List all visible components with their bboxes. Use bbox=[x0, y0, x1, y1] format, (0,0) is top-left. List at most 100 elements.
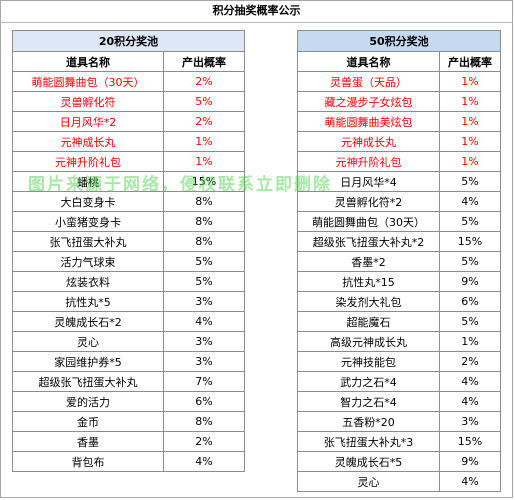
item-rate: 15% bbox=[439, 231, 501, 252]
pool-50-title-row: 50积分奖池 bbox=[297, 30, 501, 52]
item-name: 灵兽蛋（天品） bbox=[297, 71, 440, 92]
table-row: 超级张飞扭蛋大补丸 7% bbox=[12, 371, 245, 392]
item-rate: 3% bbox=[163, 351, 245, 372]
table-row: 萌能圆舞曲包（30天） 2% bbox=[12, 71, 245, 92]
item-rate: 1% bbox=[163, 131, 245, 152]
item-name: 灵魄成长石*5 bbox=[297, 451, 440, 472]
item-rate: 5% bbox=[163, 251, 245, 272]
column-header-item-name: 道具名称 bbox=[297, 51, 440, 72]
item-name: 元神技能包 bbox=[297, 351, 440, 372]
table-row: 灵心 4% bbox=[297, 471, 501, 492]
table-row: 活力气球束 5% bbox=[12, 251, 245, 272]
item-name: 灵兽孵化符*2 bbox=[297, 191, 440, 212]
item-rate: 6% bbox=[163, 391, 245, 412]
item-name: 张飞扭蛋大补丸*3 bbox=[297, 431, 440, 452]
item-rate: 9% bbox=[439, 451, 501, 472]
table-row: 高级元神成长丸 1% bbox=[297, 331, 501, 352]
item-name: 灵魄成长石*2 bbox=[12, 311, 164, 332]
item-name: 萌能圆舞曲美炫包 bbox=[297, 111, 440, 132]
item-name: 日月风华*4 bbox=[297, 171, 440, 192]
item-rate: 4% bbox=[163, 311, 245, 332]
pool-50-table: 50积分奖池 道具名称 产出概率 灵兽蛋（天品） 1% 藏之漫步子女炫包 1% 萌能圆舞曲美炫… bbox=[297, 30, 501, 492]
item-name: 香墨 bbox=[12, 431, 164, 452]
table-row: 灵兽孵化符 5% bbox=[12, 91, 245, 112]
table-row: 元神成长丸 1% bbox=[12, 131, 245, 152]
item-name: 活力气球束 bbox=[12, 251, 164, 272]
item-name: 藏之漫步子女炫包 bbox=[297, 91, 440, 112]
item-rate: 6% bbox=[439, 291, 501, 312]
item-rate: 5% bbox=[439, 171, 501, 192]
item-rate: 15% bbox=[439, 431, 501, 452]
table-row: 元神成长丸 1% bbox=[297, 131, 501, 152]
column-header-item-name: 道具名称 bbox=[12, 51, 164, 72]
pool-20-table: 20积分奖池 道具名称 产出概率 萌能圆舞曲包（30天） 2% 灵兽孵化符 5% 日月风华*2… bbox=[12, 30, 245, 472]
item-rate: 5% bbox=[439, 211, 501, 232]
table-row: 灵兽蛋（天品） 1% bbox=[297, 71, 501, 92]
pool-20-title-row: 20积分奖池 bbox=[12, 30, 245, 52]
item-rate: 8% bbox=[163, 211, 245, 232]
table-row: 香墨 2% bbox=[12, 431, 245, 452]
pool-20-title: 20积分奖池 bbox=[12, 30, 245, 52]
item-name: 元神成长丸 bbox=[297, 131, 440, 152]
table-row: 染发剂大礼包 6% bbox=[297, 291, 501, 312]
table-row: 抗性丸*15 9% bbox=[297, 271, 501, 292]
item-name: 日月风华*2 bbox=[12, 111, 164, 132]
table-row: 张飞扭蛋大补丸 8% bbox=[12, 231, 245, 252]
item-name: 灵心 bbox=[297, 471, 440, 492]
pool-50-header-row: 道具名称 产出概率 bbox=[297, 51, 501, 72]
table-row: 智力之石*4 4% bbox=[297, 391, 501, 412]
item-rate: 1% bbox=[439, 131, 501, 152]
table-row: 日月风华*4 5% bbox=[297, 171, 501, 192]
table-row: 元神技能包 2% bbox=[297, 351, 501, 372]
item-name: 智力之石*4 bbox=[297, 391, 440, 412]
item-rate: 4% bbox=[439, 471, 501, 492]
table-row: 爱的活力 6% bbox=[12, 391, 245, 412]
table-row: 日月风华*2 2% bbox=[12, 111, 245, 132]
item-name: 超级张飞扭蛋大补丸 bbox=[12, 371, 164, 392]
item-name: 超能魔石 bbox=[297, 311, 440, 332]
table-row: 五香粉*20 3% bbox=[297, 411, 501, 432]
table-row: 超级张飞扭蛋大补丸*2 15% bbox=[297, 231, 501, 252]
table-row: 张飞扭蛋大补丸*3 15% bbox=[297, 431, 501, 452]
item-name: 家园维护券*5 bbox=[12, 351, 164, 372]
item-name: 萌能圆舞曲包（30天） bbox=[12, 71, 164, 92]
item-rate: 1% bbox=[439, 91, 501, 112]
table-row: 萌能圆舞曲包（30天） 5% bbox=[297, 211, 501, 232]
item-rate: 5% bbox=[163, 271, 245, 292]
table-row: 元神升阶礼包 1% bbox=[297, 151, 501, 172]
table-row: 灵魄成长石*5 9% bbox=[297, 451, 501, 472]
table-row: 元神升阶礼包 1% bbox=[12, 151, 245, 172]
item-rate: 8% bbox=[163, 231, 245, 252]
table-row: 武力之石*4 4% bbox=[297, 371, 501, 392]
item-name: 元神升阶礼包 bbox=[297, 151, 440, 172]
item-name: 灵心 bbox=[12, 331, 164, 352]
column-header-rate: 产出概率 bbox=[439, 51, 501, 72]
item-rate: 5% bbox=[439, 251, 501, 272]
table-row: 小蛮猪变身卡 8% bbox=[12, 211, 245, 232]
table-row: 蟠桃 15% bbox=[12, 171, 245, 192]
table-row: 藏之漫步子女炫包 1% bbox=[297, 91, 501, 112]
item-rate: 4% bbox=[439, 391, 501, 412]
table-row: 超能魔石 5% bbox=[297, 311, 501, 332]
item-rate: 15% bbox=[163, 171, 245, 192]
item-name: 小蛮猪变身卡 bbox=[12, 211, 164, 232]
item-rate: 7% bbox=[163, 371, 245, 392]
item-rate: 2% bbox=[163, 111, 245, 132]
item-name: 张飞扭蛋大补丸 bbox=[12, 231, 164, 252]
table-row: 香墨*2 5% bbox=[297, 251, 501, 272]
item-rate: 1% bbox=[439, 331, 501, 352]
item-name: 炫装衣料 bbox=[12, 271, 164, 292]
item-name: 五香粉*20 bbox=[297, 411, 440, 432]
item-rate: 9% bbox=[439, 271, 501, 292]
item-name: 爱的活力 bbox=[12, 391, 164, 412]
item-rate: 3% bbox=[439, 411, 501, 432]
item-rate: 5% bbox=[439, 311, 501, 332]
item-rate: 2% bbox=[439, 351, 501, 372]
item-name: 武力之石*4 bbox=[297, 371, 440, 392]
item-rate: 1% bbox=[439, 151, 501, 172]
item-name: 香墨*2 bbox=[297, 251, 440, 272]
table-row: 抗性丸*5 3% bbox=[12, 291, 245, 312]
item-rate: 4% bbox=[439, 191, 501, 212]
item-name: 高级元神成长丸 bbox=[297, 331, 440, 352]
